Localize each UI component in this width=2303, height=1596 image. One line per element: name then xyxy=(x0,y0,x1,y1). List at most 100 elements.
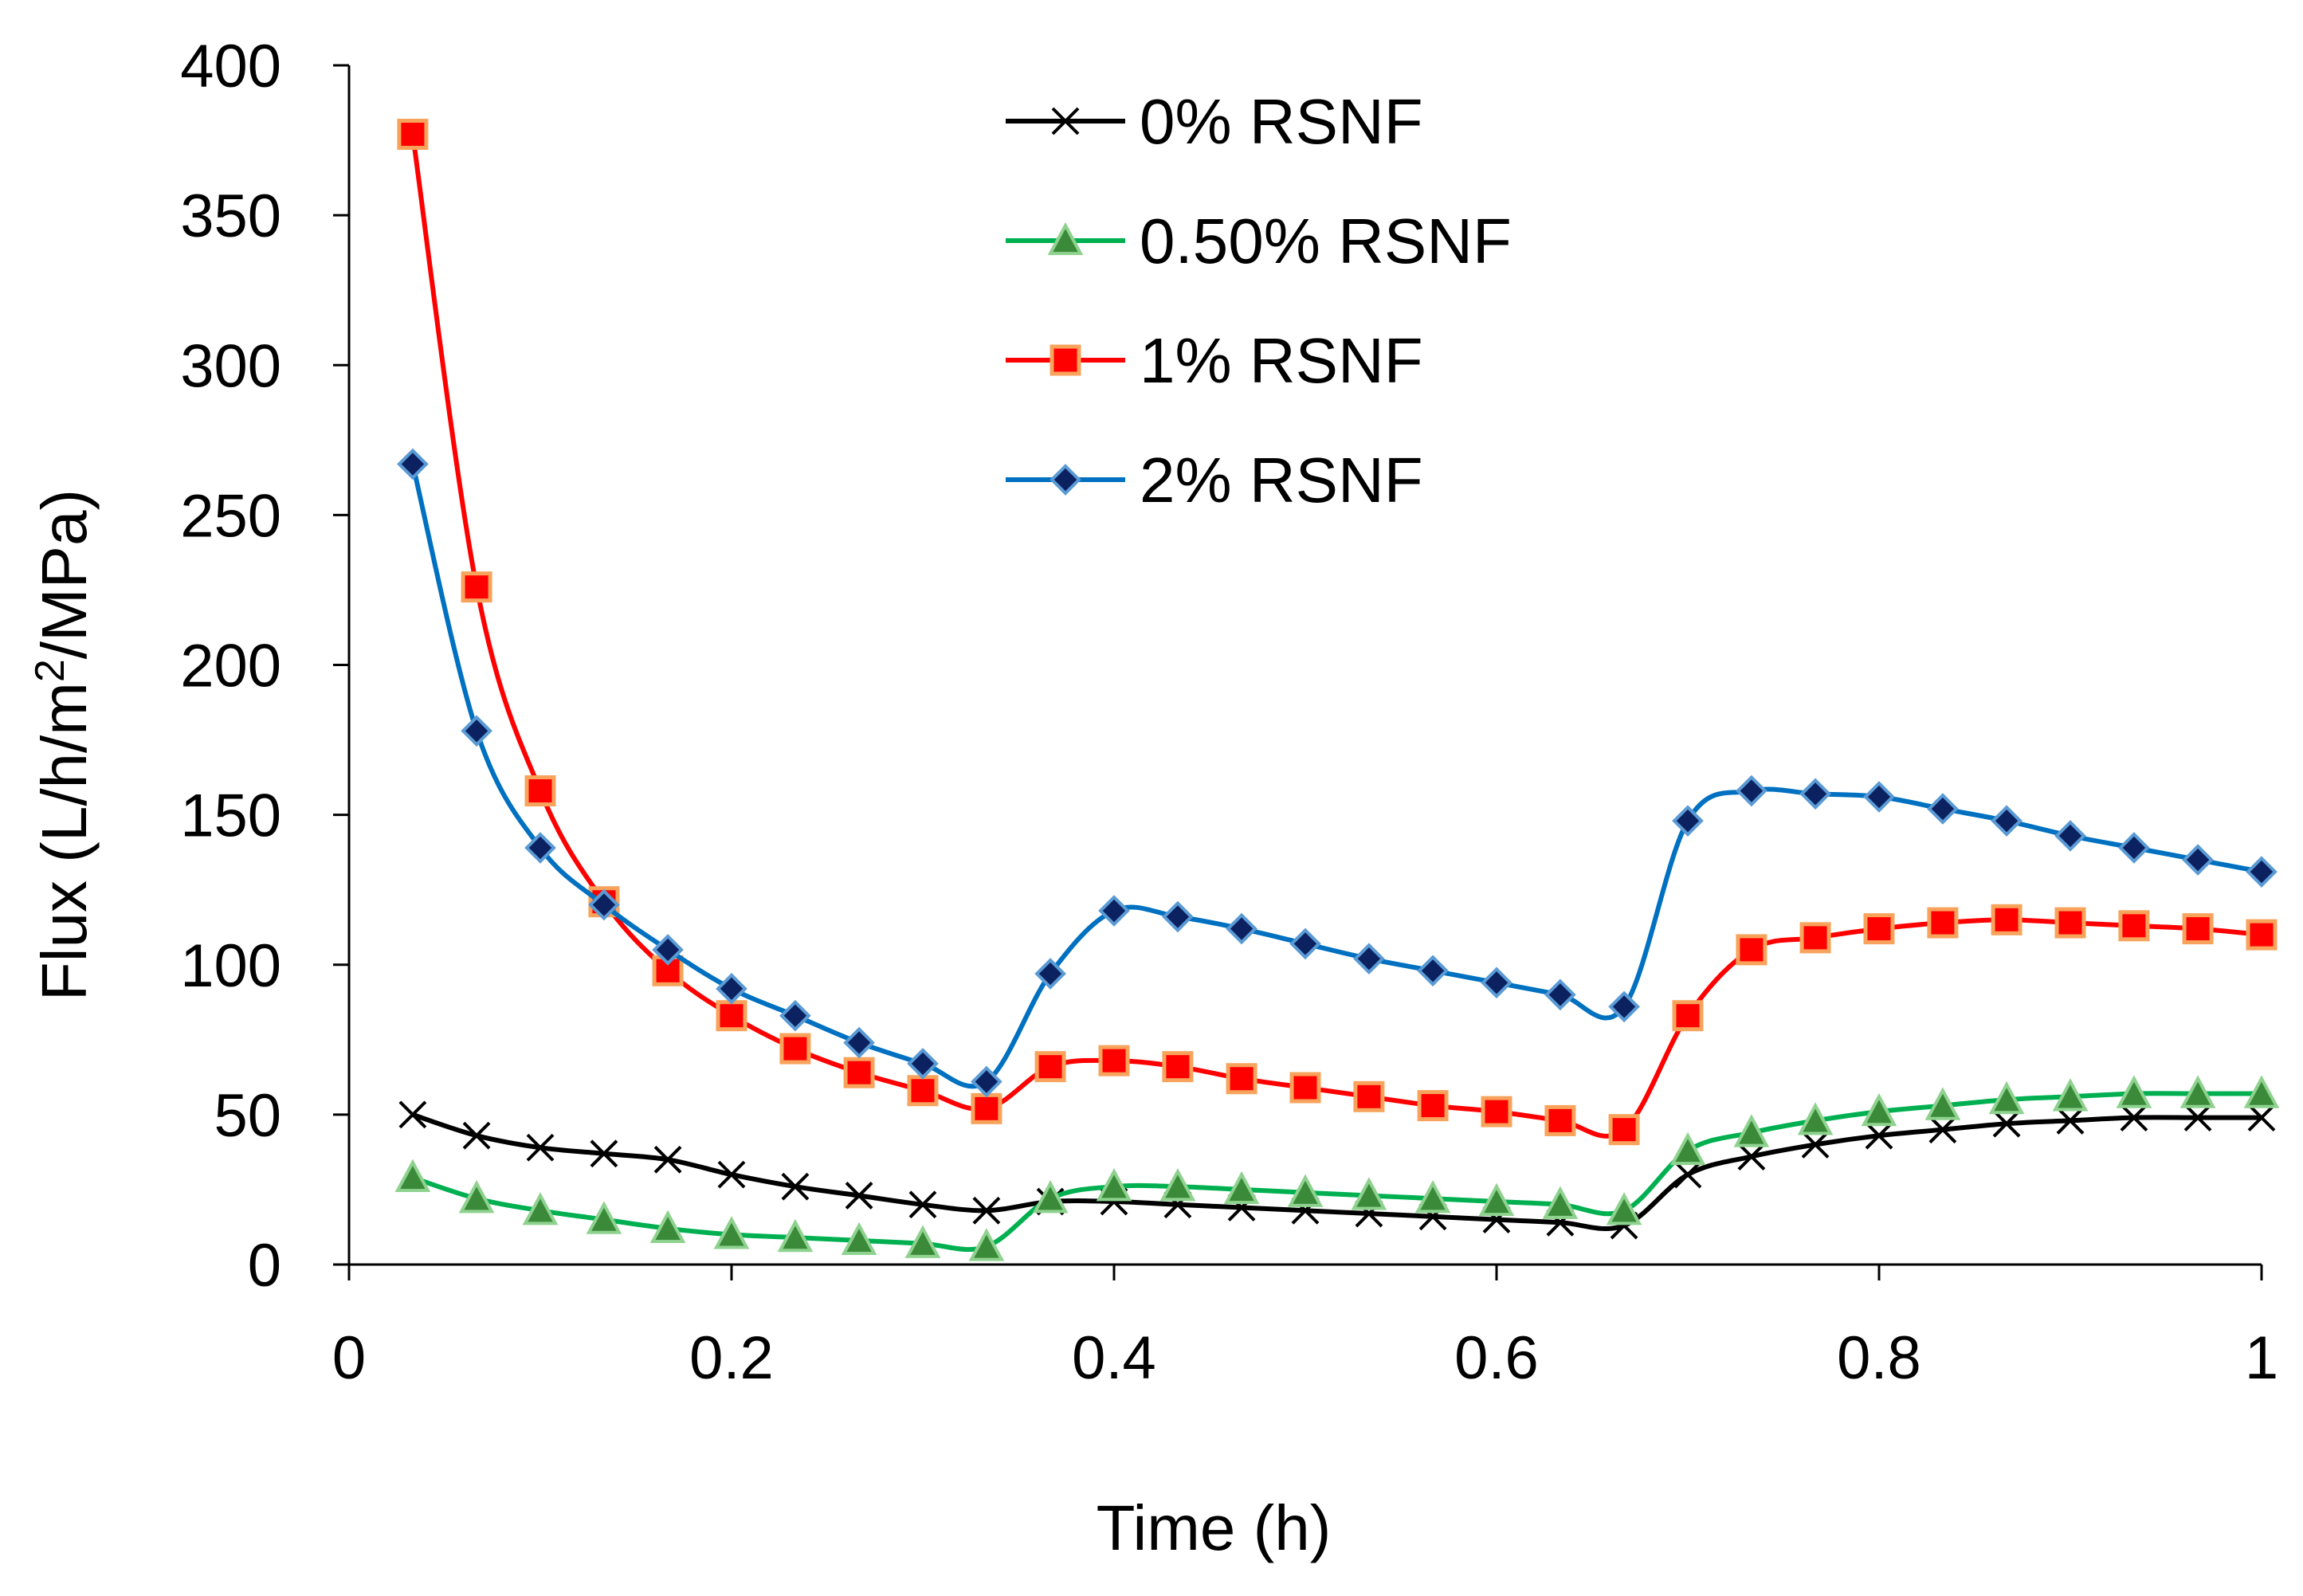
series-0-point xyxy=(653,1145,682,1174)
series-3-point xyxy=(779,999,811,1032)
series-1-point xyxy=(1478,1182,1515,1217)
series-0-point xyxy=(2183,1104,2212,1132)
series-3-point xyxy=(461,715,492,747)
series-1-point xyxy=(1669,1131,1706,1166)
legend-marker xyxy=(1047,222,1084,256)
legend-entry: 0% RSNF xyxy=(1006,86,1423,157)
series-2-point xyxy=(1353,1080,1385,1112)
series-2-point xyxy=(1098,1045,1130,1076)
series-1-line xyxy=(411,1091,2262,1253)
series-0-point xyxy=(1801,1131,1830,1159)
series-3-point xyxy=(652,934,684,966)
series-3-point xyxy=(1927,793,1959,825)
legend-entry: 2% RSNF xyxy=(1006,445,1423,516)
series-1-point xyxy=(1096,1167,1132,1202)
series-1-point xyxy=(713,1216,750,1249)
series-3-line xyxy=(410,463,2262,1089)
series-0-point xyxy=(2056,1106,2085,1135)
series-3-point xyxy=(1799,778,1831,810)
series-1-point xyxy=(586,1201,622,1234)
series-3-point xyxy=(1991,805,2022,837)
series-0-point xyxy=(1865,1121,1893,1150)
series-3-point xyxy=(2054,820,2086,852)
axes: 0 50 100 150 200 250 300 350 400 0 0.2 0.4 0.6 0.8 1 xyxy=(180,33,2278,1392)
x-tick-label: 0.8 xyxy=(1837,1324,1921,1392)
series-3-point xyxy=(2182,844,2214,876)
series-3-point xyxy=(1672,805,1704,837)
series-0-point xyxy=(1673,1160,1702,1189)
series-0-point xyxy=(908,1190,937,1219)
series-3-point xyxy=(588,888,620,921)
series-1-point xyxy=(522,1192,559,1225)
series-3-point xyxy=(1098,895,1130,927)
series-3-point xyxy=(397,448,429,480)
series-1-point xyxy=(1606,1192,1642,1225)
series-1-point xyxy=(2116,1075,2152,1108)
series-3-point xyxy=(1289,927,1321,960)
series-0 xyxy=(398,1100,2276,1240)
series-1-point xyxy=(2179,1075,2216,1108)
y-axis-title: Flux (L/h/m2/MPa) xyxy=(27,489,100,1001)
series-1-point xyxy=(394,1159,431,1193)
series-1-point xyxy=(1542,1186,1579,1219)
series-3-point xyxy=(2118,832,2150,864)
series-3-point xyxy=(1034,958,1066,990)
legend-entry: 0.50% RSNF xyxy=(1006,206,1512,276)
x-tick-label: 0.2 xyxy=(689,1324,774,1392)
series-3-point xyxy=(1608,990,1640,1023)
series-2-point xyxy=(843,1057,875,1088)
series-2-point xyxy=(1034,1051,1066,1083)
series-2-point xyxy=(1799,922,1831,954)
series-3-point xyxy=(1481,967,1512,999)
x-axis-title: Time (h) xyxy=(1097,1492,1332,1563)
series-1-point xyxy=(1861,1092,1897,1127)
x-tick-label: 0.6 xyxy=(1454,1324,1539,1392)
series-1 xyxy=(394,1075,2280,1261)
y-tick-label: 350 xyxy=(180,182,281,250)
series-0-point xyxy=(717,1160,746,1189)
series-2-point xyxy=(397,119,429,151)
series-2-point xyxy=(1863,913,1895,945)
series-1-point xyxy=(968,1228,1005,1261)
series-2-point xyxy=(971,1092,1002,1124)
series-0-point xyxy=(462,1121,491,1150)
series-0-point xyxy=(1992,1109,2021,1138)
legend-marker xyxy=(1049,464,1081,496)
series-0-point xyxy=(1737,1143,1766,1171)
y-tick-label: 0 xyxy=(248,1232,281,1300)
series-3-point xyxy=(2246,856,2277,888)
series-2-point xyxy=(2182,913,2214,945)
series-3-point xyxy=(843,1026,875,1059)
legend-label: 0.50% RSNF xyxy=(1140,206,1512,276)
series-2-point xyxy=(1672,1000,1704,1032)
series-0-point xyxy=(845,1182,873,1210)
y-tick-label: 200 xyxy=(180,633,281,700)
series-2-point xyxy=(2054,907,2086,939)
x-tick-label: 0.4 xyxy=(1072,1324,1156,1392)
series-1-point xyxy=(1733,1114,1770,1147)
series-0-point xyxy=(590,1139,618,1168)
series-2-point xyxy=(716,1000,747,1032)
x-tick-label: 0 xyxy=(332,1324,366,1392)
series-3-point xyxy=(1544,978,1576,1011)
legend-label: 0% RSNF xyxy=(1140,86,1423,157)
series-0-point xyxy=(2247,1104,2276,1132)
y-axis-title-superscript: 2 xyxy=(27,659,73,682)
legend: 0% RSNF 0.50% RSNF 1% RSNF 2% RSNF xyxy=(1006,86,1512,516)
series-1-point xyxy=(1414,1180,1451,1214)
series-0-point xyxy=(398,1100,427,1129)
y-tick-label: 400 xyxy=(180,33,281,100)
series-1-point xyxy=(649,1210,686,1243)
y-tick-label: 250 xyxy=(180,482,281,550)
series-1-point xyxy=(904,1225,941,1258)
series-0-point xyxy=(972,1196,1001,1225)
series-1-point xyxy=(1988,1080,2025,1115)
series-1-point xyxy=(841,1222,877,1256)
series-2-point xyxy=(524,775,556,807)
legend-label: 1% RSNF xyxy=(1140,325,1423,396)
series-0-point xyxy=(1928,1116,1957,1144)
series-3-point xyxy=(1162,900,1194,933)
series-2-point xyxy=(1927,907,1959,939)
series-3-point xyxy=(1736,774,1767,807)
